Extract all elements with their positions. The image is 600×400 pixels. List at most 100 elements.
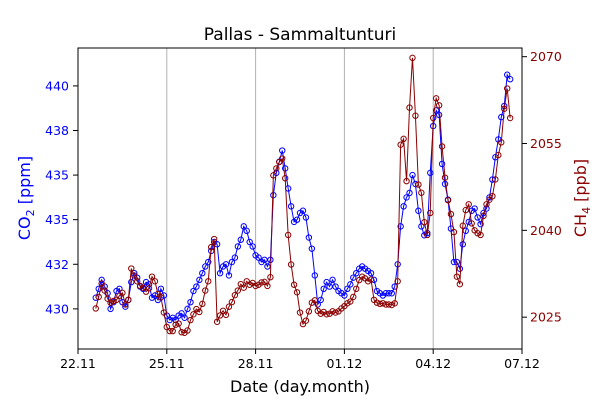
ch4-point [504, 85, 511, 92]
co2-point [234, 243, 242, 250]
ch4-point [148, 273, 156, 280]
ch4-point [453, 273, 461, 280]
co2-point [246, 238, 253, 246]
co2-point [353, 269, 360, 277]
x-tick-label: 22.11 [60, 356, 96, 371]
ch4-point [430, 114, 437, 122]
ch4-point [290, 281, 298, 288]
ch4-point [157, 294, 165, 301]
ch4-point [166, 327, 173, 335]
co2-point [311, 272, 318, 279]
ch4-point [412, 112, 419, 119]
ch4-point [350, 293, 357, 301]
x-tick-label: 07.12 [504, 356, 540, 371]
co2-point [282, 165, 289, 172]
co2-point [116, 285, 123, 292]
co2-point [506, 76, 514, 83]
co2-point [216, 269, 224, 277]
ch4-point [110, 297, 117, 305]
y-right-tick-label: 2055 [530, 136, 562, 151]
co2-line [95, 73, 511, 321]
ch4-point [418, 189, 425, 196]
ch4-point [421, 219, 428, 226]
co2-point [450, 258, 458, 266]
co2-point [471, 205, 478, 212]
co2-point [287, 203, 295, 210]
co2-point [403, 194, 410, 201]
ch4-point [210, 235, 218, 243]
ch4-point [184, 327, 191, 334]
ch4-point [284, 231, 292, 239]
co2-point [231, 254, 239, 261]
ch4-point [208, 243, 215, 251]
co2-point [240, 223, 247, 230]
ch4-point [139, 284, 147, 291]
ch4-point [441, 174, 449, 181]
ch4-point [311, 297, 318, 304]
ch4-point [163, 323, 171, 331]
y-left-tick-label: 435 [45, 168, 69, 183]
y-axis-right-title: CH4 [ppb] [571, 159, 593, 237]
co2-point [385, 290, 392, 297]
co2-point [193, 283, 200, 290]
ch4-point [385, 301, 392, 308]
ch4-point [495, 151, 502, 159]
co2-point [329, 276, 336, 284]
ch4-point [225, 303, 233, 310]
ch4-point [125, 296, 132, 303]
ch4-point [438, 143, 446, 150]
y-left-tick-label: 438 [45, 123, 69, 138]
ch4-point [261, 278, 268, 286]
co2-point [350, 274, 357, 281]
co2-point [151, 292, 159, 299]
co2-point [388, 290, 395, 297]
co2-point [302, 214, 310, 221]
ch4-point [444, 197, 452, 204]
co2-point [320, 285, 327, 292]
ch4-point [282, 175, 289, 182]
co2-point [323, 278, 330, 286]
y-left-tick-label: 430 [45, 301, 69, 316]
ch4-point [353, 285, 360, 292]
co2-point [456, 265, 464, 272]
ch4-point [382, 301, 390, 308]
co2-point [305, 234, 313, 241]
co2-point [432, 107, 440, 114]
ch4-point [187, 316, 194, 324]
ch4-point [403, 177, 410, 185]
co2-point [317, 296, 324, 304]
x-tick-label: 01.12 [327, 356, 363, 371]
x-axis-title: Date (day.month) [230, 377, 370, 396]
ch4-point [409, 54, 416, 62]
co2-point [400, 203, 407, 210]
co2-point [462, 227, 469, 235]
co2-point [261, 256, 268, 264]
ch4-point [427, 209, 434, 217]
co2-point [314, 301, 321, 308]
co2-point [409, 171, 416, 179]
ch4-point [270, 172, 277, 179]
ch4-point [119, 289, 126, 297]
ch4-point [435, 102, 443, 109]
ch4-point [175, 320, 182, 327]
ch4-point [169, 327, 176, 335]
ch4-point [394, 278, 401, 285]
co2-point [299, 207, 307, 214]
ch4-point [199, 300, 206, 308]
co2-series [92, 71, 514, 324]
ch4-point [196, 308, 203, 316]
co2-point [347, 281, 354, 288]
y-right-tick-label: 2040 [530, 223, 562, 238]
ch4-point [415, 181, 422, 188]
co2-point [418, 223, 425, 230]
co2-point [427, 169, 434, 177]
ch4-point [447, 210, 455, 218]
ch4-point [462, 206, 469, 214]
ch4-point [101, 287, 108, 294]
co2-point [255, 254, 262, 261]
ch4-point [267, 274, 274, 281]
ch4-point [264, 282, 271, 290]
ch4-point [273, 165, 280, 172]
ch4-point [131, 272, 138, 279]
